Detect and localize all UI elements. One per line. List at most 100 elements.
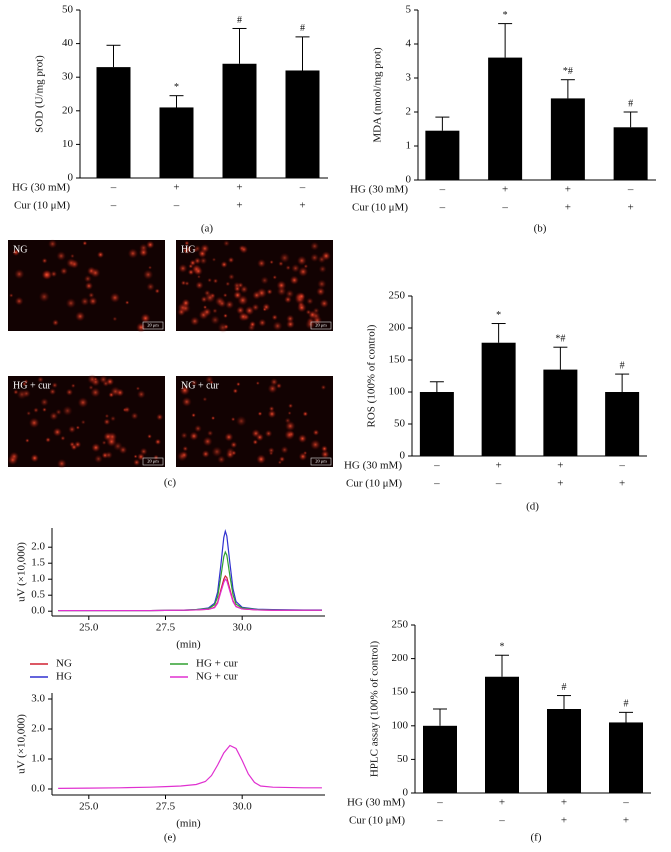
condition-sign: + bbox=[557, 460, 563, 472]
bar bbox=[96, 67, 131, 178]
cell bbox=[87, 374, 98, 385]
cell bbox=[22, 389, 31, 398]
cell bbox=[272, 320, 283, 332]
cell bbox=[8, 293, 14, 298]
y-tick-label: 0 bbox=[68, 172, 74, 184]
cell bbox=[45, 437, 51, 443]
micrograph-label: NG bbox=[13, 244, 27, 255]
significance-mark: *# bbox=[555, 333, 565, 344]
cell bbox=[59, 267, 68, 276]
cell bbox=[123, 406, 131, 414]
cell bbox=[318, 265, 327, 274]
cell bbox=[90, 267, 101, 278]
bar bbox=[481, 342, 516, 456]
y-tick-label: 250 bbox=[389, 290, 406, 302]
cell bbox=[297, 266, 309, 277]
cell bbox=[227, 256, 235, 264]
cell bbox=[223, 313, 228, 319]
condition-sign: + bbox=[561, 815, 567, 827]
cell bbox=[269, 259, 274, 265]
cell bbox=[180, 450, 189, 460]
panel-caption: (a) bbox=[201, 223, 214, 235]
y-tick-label: 1 bbox=[406, 140, 412, 152]
cell bbox=[199, 256, 208, 265]
scale-bar-box bbox=[142, 321, 164, 330]
cell bbox=[306, 297, 314, 305]
condition-sign: – bbox=[173, 200, 180, 212]
cell bbox=[12, 248, 20, 257]
legend-label: HG + cur bbox=[196, 658, 238, 670]
cell bbox=[103, 418, 111, 426]
micrograph-label: HG + cur bbox=[13, 380, 52, 391]
cell bbox=[268, 405, 275, 412]
y-tick-label: 200 bbox=[389, 322, 406, 334]
condition-sign: + bbox=[496, 460, 502, 472]
cell bbox=[267, 383, 278, 394]
x-tick-label: 27.5 bbox=[156, 622, 176, 634]
cell bbox=[26, 410, 32, 416]
cell bbox=[133, 458, 141, 467]
y-tick-label: 100 bbox=[389, 386, 406, 398]
condition-sign: + bbox=[499, 797, 505, 809]
y-axis-label: ROS (100% of control) bbox=[366, 324, 378, 427]
cell bbox=[220, 260, 228, 269]
cell bbox=[228, 273, 235, 281]
cell bbox=[49, 388, 57, 396]
cell bbox=[225, 300, 235, 310]
y-tick-label: 2.0 bbox=[31, 723, 45, 735]
cell bbox=[60, 435, 66, 441]
condition-sign: + bbox=[561, 797, 567, 809]
bar bbox=[419, 392, 454, 456]
cell bbox=[154, 438, 162, 446]
cell bbox=[257, 258, 267, 268]
cell bbox=[25, 438, 30, 443]
cell bbox=[146, 282, 155, 292]
scale-bar-label: 20 μm bbox=[147, 323, 159, 328]
y-axis-label: uV (×10,000) bbox=[16, 542, 28, 602]
cell bbox=[104, 413, 110, 419]
x-axis-label: (min) bbox=[176, 818, 201, 830]
scale-bar-box bbox=[142, 457, 164, 466]
condition-sign: – bbox=[439, 184, 446, 196]
cell bbox=[321, 251, 331, 261]
significance-mark: # bbox=[620, 360, 625, 371]
cell bbox=[62, 405, 73, 416]
y-axis-label: uV (×10,000) bbox=[16, 714, 28, 774]
cell bbox=[272, 274, 278, 280]
cell bbox=[184, 240, 190, 246]
condition-sign: + bbox=[173, 182, 179, 194]
y-tick-label: 150 bbox=[392, 686, 409, 698]
cell bbox=[204, 292, 216, 304]
panel-caption: (f) bbox=[531, 832, 542, 844]
cell bbox=[310, 253, 320, 263]
y-tick-label: 1.5 bbox=[31, 557, 45, 569]
cell bbox=[296, 302, 307, 313]
condition-label: Cur (10 μM) bbox=[346, 478, 402, 490]
cell bbox=[260, 276, 269, 285]
cell bbox=[154, 288, 160, 294]
y-tick-label: 0.5 bbox=[31, 589, 45, 601]
condition-label: HG (30 mM) bbox=[12, 182, 70, 194]
cell bbox=[320, 449, 330, 459]
cell bbox=[23, 379, 29, 384]
cell bbox=[65, 388, 74, 396]
cell bbox=[222, 292, 228, 298]
cell bbox=[101, 440, 107, 446]
cell bbox=[193, 244, 202, 253]
bar bbox=[222, 63, 257, 179]
panel-caption: (d) bbox=[526, 501, 539, 513]
condition-sign: – bbox=[618, 460, 625, 472]
cell bbox=[94, 454, 103, 464]
scale-bar-box bbox=[310, 321, 332, 330]
condition-sign: – bbox=[433, 478, 440, 490]
cell bbox=[193, 266, 203, 276]
cell bbox=[41, 269, 52, 280]
significance-mark: # bbox=[628, 98, 633, 109]
cell bbox=[194, 424, 202, 433]
cell bbox=[291, 263, 300, 273]
cell bbox=[230, 441, 238, 449]
cell bbox=[256, 454, 267, 465]
series-line bbox=[58, 578, 322, 612]
cell bbox=[50, 270, 58, 278]
cell bbox=[180, 431, 188, 440]
